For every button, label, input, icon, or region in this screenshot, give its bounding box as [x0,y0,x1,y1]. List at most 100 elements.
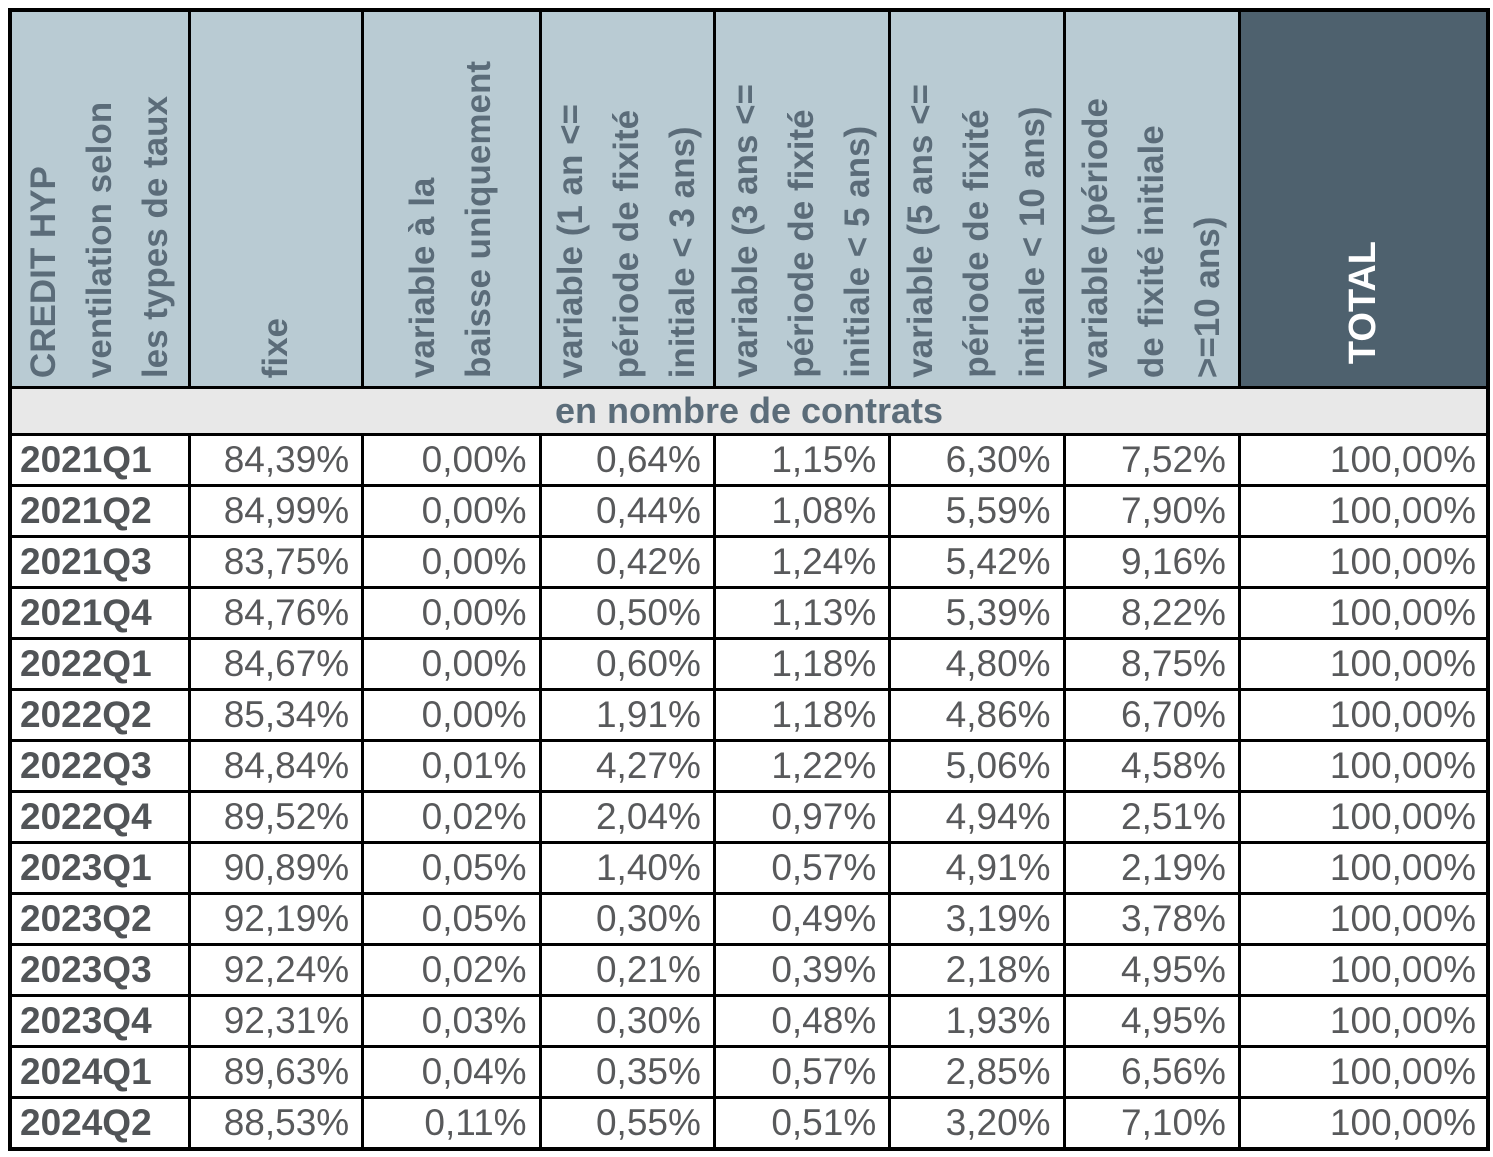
cell-value: 90,89% [187,841,365,895]
cell-value: 0,00% [361,433,542,487]
table-row: 2022Q4 89,52% 0,02% 2,04% 0,97% 4,94% 2,51% 100… [8,790,1490,844]
cell-value: 84,39% [187,433,365,487]
cell-total-value: 100,00% [1237,433,1490,487]
column-header-fixe: fixe [187,8,365,389]
table-row: 2021Q2 84,99% 0,00% 0,44% 1,08% 5,59% 7,90% 100… [8,484,1490,538]
cell-value: 8,75% [1062,637,1241,691]
cell-total-value: 100,00% [1237,841,1490,895]
column-header-variable-5-10-label: variable (5 ans <= période de fixité ini… [900,84,1052,378]
cell-value: 0,00% [361,484,542,538]
cell-value: 0,05% [361,841,542,895]
cell-value: 84,76% [187,586,365,640]
cell-value: 0,02% [361,790,542,844]
cell-value: 0,55% [538,1096,716,1151]
cell-value: 4,86% [888,688,1066,742]
cell-value: 1,13% [712,586,892,640]
cell-value: 5,06% [888,739,1066,793]
row-period-label: 2023Q1 [8,841,191,895]
cell-total-value: 100,00% [1237,484,1490,538]
cell-value: 84,67% [187,637,365,691]
cell-value: 4,58% [1062,739,1241,793]
column-header-variable-1-3-label: variable (1 an <= période de fixité init… [551,103,703,378]
credit-hyp-rate-types-table: CREDIT HYP ventilation selon les types d… [8,8,1490,1151]
cell-value: 4,95% [1062,994,1241,1048]
table-body: en nombre de contrats 2021Q1 84,39% 0,00% 0… [8,386,1490,1151]
row-period-label: 2023Q4 [8,994,191,1048]
cell-value: 7,10% [1062,1096,1241,1151]
cell-total-value: 100,00% [1237,994,1490,1048]
cell-value: 1,40% [538,841,716,895]
header-row: CREDIT HYP ventilation selon les types d… [8,8,1490,389]
cell-value: 0,64% [538,433,716,487]
column-header-fixe-label: fixe [256,317,296,378]
cell-value: 5,39% [888,586,1066,640]
section-row: en nombre de contrats [8,386,1490,436]
row-period-label: 2021Q2 [8,484,191,538]
row-period-label: 2021Q4 [8,586,191,640]
cell-total-value: 100,00% [1237,535,1490,589]
table-row: 2022Q3 84,84% 0,01% 4,27% 1,22% 5,06% 4,58% 100… [8,739,1490,793]
cell-value: 2,85% [888,1045,1066,1099]
row-period-label: 2023Q3 [8,943,191,997]
cell-total-value: 100,00% [1237,892,1490,946]
column-header-variable-10plus-label: variable (période de fixité initiale >=1… [1075,97,1227,378]
cell-value: 2,19% [1062,841,1241,895]
column-header-variable-baisse: variable à la baisse uniquement [361,8,542,389]
cell-value: 4,80% [888,637,1066,691]
cell-value: 89,52% [187,790,365,844]
column-header-variable-baisse-label: variable à la baisse uniquement [403,60,499,378]
cell-value: 1,22% [712,739,892,793]
cell-value: 0,97% [712,790,892,844]
cell-value: 5,42% [888,535,1066,589]
cell-value: 6,30% [888,433,1066,487]
cell-value: 6,70% [1062,688,1241,742]
cell-value: 0,51% [712,1096,892,1151]
cell-value: 88,53% [187,1096,365,1151]
table-row: 2023Q4 92,31% 0,03% 0,30% 0,48% 1,93% 4,95% 100… [8,994,1490,1048]
cell-value: 0,35% [538,1045,716,1099]
column-header-variable-3-5-label: variable (3 ans <= période de fixité ini… [726,84,878,378]
row-period-label: 2022Q3 [8,739,191,793]
row-period-label: 2022Q2 [8,688,191,742]
cell-value: 84,84% [187,739,365,793]
cell-value: 9,16% [1062,535,1241,589]
row-period-label: 2021Q3 [8,535,191,589]
cell-value: 3,20% [888,1096,1066,1151]
cell-value: 92,19% [187,892,365,946]
cell-value: 4,94% [888,790,1066,844]
table-row: 2022Q1 84,67% 0,00% 0,60% 1,18% 4,80% 8,75% 100… [8,637,1490,691]
column-header-total-label: TOTAL [1342,240,1385,364]
cell-value: 1,93% [888,994,1066,1048]
cell-value: 4,95% [1062,943,1241,997]
cell-total-value: 100,00% [1237,943,1490,997]
cell-value: 0,42% [538,535,716,589]
cell-value: 6,56% [1062,1045,1241,1099]
table-row: 2021Q3 83,75% 0,00% 0,42% 1,24% 5,42% 9,16% 100… [8,535,1490,589]
cell-value: 0,44% [538,484,716,538]
cell-value: 7,90% [1062,484,1241,538]
cell-value: 1,91% [538,688,716,742]
column-header-title: CREDIT HYP ventilation selon les types d… [8,8,191,389]
cell-value: 83,75% [187,535,365,589]
column-header-title-label: CREDIT HYP ventilation selon les types d… [23,95,175,378]
cell-value: 92,24% [187,943,365,997]
table-row: 2023Q1 90,89% 0,05% 1,40% 0,57% 4,91% 2,19% 100… [8,841,1490,895]
cell-total-value: 100,00% [1237,790,1490,844]
cell-total-value: 100,00% [1237,637,1490,691]
cell-total-value: 100,00% [1237,1045,1490,1099]
cell-value: 0,60% [538,637,716,691]
column-header-variable-10plus: variable (période de fixité initiale >=1… [1062,8,1241,389]
table-row: 2023Q2 92,19% 0,05% 0,30% 0,49% 3,19% 3,78% 100… [8,892,1490,946]
table-row: 2021Q1 84,39% 0,00% 0,64% 1,15% 6,30% 7,52% 100… [8,433,1490,487]
cell-value: 7,52% [1062,433,1241,487]
cell-value: 2,51% [1062,790,1241,844]
table-row: 2021Q4 84,76% 0,00% 0,50% 1,13% 5,39% 8,22% 100… [8,586,1490,640]
cell-value: 0,21% [538,943,716,997]
cell-value: 0,49% [712,892,892,946]
cell-total-value: 100,00% [1237,1096,1490,1151]
column-header-variable-3-5: variable (3 ans <= période de fixité ini… [712,8,892,389]
cell-value: 2,18% [888,943,1066,997]
cell-value: 84,99% [187,484,365,538]
row-period-label: 2024Q2 [8,1096,191,1151]
